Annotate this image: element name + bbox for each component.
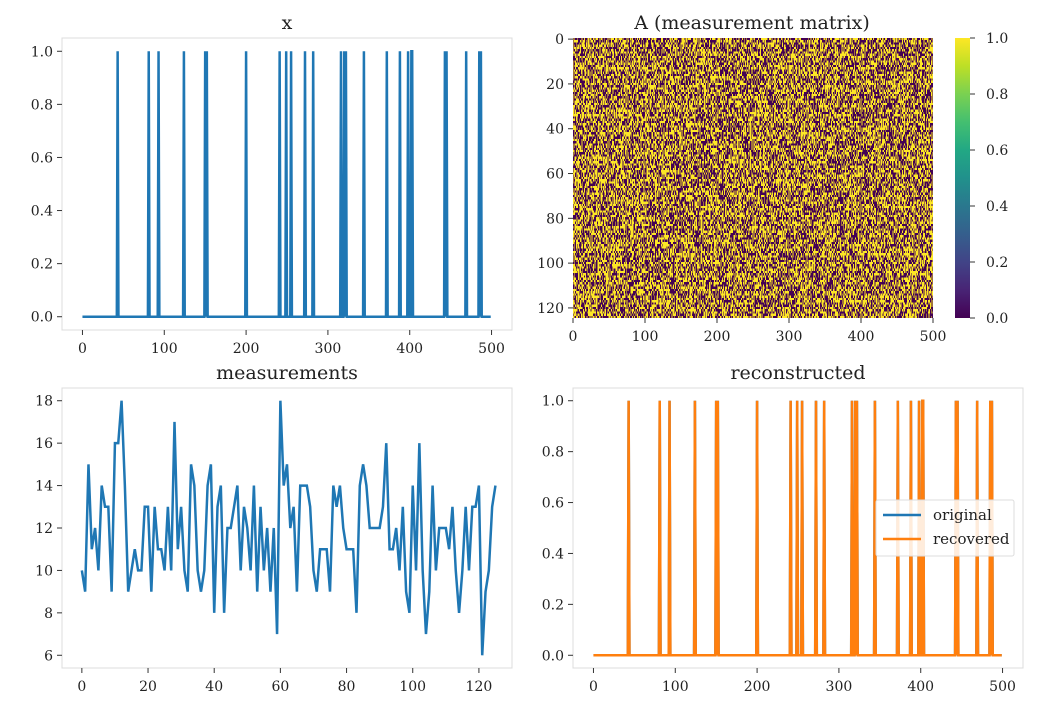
panel-measurements-ytick-label: 12 xyxy=(35,521,53,537)
panel-measurements-marks: 0 20 40 60 80 100 120 6 8 10 12 14 16 18 xyxy=(35,394,497,695)
panel-matrix-marks: 0 100 200 300 400 500 0 20 40 60 80 100 120 xyxy=(537,32,946,345)
panel-measurements-xtick-label: 20 xyxy=(139,679,157,695)
legend-original-label: original xyxy=(933,506,992,524)
panel-matrix-ytick-label: 100 xyxy=(537,256,564,272)
panel-matrix-xtick-label: 100 xyxy=(632,329,659,345)
panel-reconstructed-ytick-label: 1.0 xyxy=(542,394,564,410)
panel-matrix-xtick-label: 300 xyxy=(776,329,803,345)
panel-reconstructed-xtick-label: 0 xyxy=(589,679,598,695)
panel-x-ytick-label: 0.2 xyxy=(31,257,53,273)
panel-measurements-ytick-label: 10 xyxy=(35,563,53,579)
panel-reconstructed-title: reconstructed xyxy=(730,362,865,384)
panel-x-marks: 0 100 200 300 400 500 0.0 0.2 0.4 0.6 0.8 1.0 xyxy=(31,44,505,357)
colorbar-tick-label: 0.4 xyxy=(986,199,1008,215)
panel-measurements-ytick-label: 8 xyxy=(44,606,53,622)
colorbar-gradient xyxy=(955,38,970,318)
x-series-line xyxy=(82,50,491,318)
colorbar-tick-label: 0.2 xyxy=(986,255,1008,271)
colorbar-ticks: 0.0 0.2 0.4 0.6 0.8 1.0 xyxy=(970,31,1008,327)
panel-matrix-ytick-label: 0 xyxy=(555,32,564,48)
panel-x-ytick-label: 1.0 xyxy=(31,44,53,60)
panel-matrix-ytick-label: 120 xyxy=(537,301,564,317)
panel-reconstructed-xtick-label: 200 xyxy=(744,679,771,695)
panel-x-xtick-label: 0 xyxy=(78,341,87,357)
panel-reconstructed-ytick-label: 0.2 xyxy=(542,597,564,613)
panel-x-ytick-label: 0.6 xyxy=(31,150,53,166)
panel-measurements-xtick-label: 100 xyxy=(399,679,426,695)
panel-x-ytick-label: 0.0 xyxy=(31,310,53,326)
panel-reconstructed-xtick-label: 100 xyxy=(662,679,689,695)
panel-matrix-ytick-label: 40 xyxy=(546,122,564,138)
panel-measurements-ytick-label: 16 xyxy=(35,436,53,452)
panel-measurements-title: measurements xyxy=(216,362,358,384)
measurements-series-line xyxy=(80,400,497,656)
panel-x: x 0 100 200 300 400 500 0.0 0.2 0.4 0.6 0.8 1.0 xyxy=(31,12,513,357)
panel-measurements-xtick-label: 0 xyxy=(77,679,86,695)
panel-x-ytick-label: 0.4 xyxy=(31,204,53,220)
panel-matrix-xtick-label: 200 xyxy=(704,329,731,345)
panel-measurements: measurements 0 20 40 60 80 100 120 6 8 10 12 14 16 18 xyxy=(35,362,513,695)
colorbar-tick-label: 0.0 xyxy=(986,311,1008,327)
colorbar-tick-label: 0.8 xyxy=(986,87,1008,103)
legend: original recovered xyxy=(875,499,1015,557)
panel-x-frame xyxy=(61,37,513,331)
panel-reconstructed-xtick-label: 400 xyxy=(907,679,934,695)
panel-matrix-title: A (measurement matrix) xyxy=(633,12,870,34)
heatmap-cells xyxy=(573,38,933,318)
panel-reconstructed-frame xyxy=(572,387,1024,669)
panel-reconstructed-ytick-label: 0.8 xyxy=(542,445,564,461)
panel-reconstructed-ytick-label: 0.0 xyxy=(542,648,564,664)
panel-x-xtick-label: 500 xyxy=(478,341,505,357)
panel-matrix-xtick-label: 0 xyxy=(569,329,578,345)
colorbar-tick-label: 1.0 xyxy=(986,31,1008,47)
panel-x-xtick-label: 400 xyxy=(396,341,423,357)
panel-reconstructed-marks: 0 100 200 300 400 500 0.0 0.2 0.4 0.6 0.8 1.0 xyxy=(542,394,1016,695)
panel-x-xtick-label: 100 xyxy=(151,341,178,357)
panel-x-title: x xyxy=(282,12,293,34)
panel-measurements-xtick-label: 80 xyxy=(338,679,356,695)
panel-reconstructed-ytick-label: 0.6 xyxy=(542,496,564,512)
panel-x-xtick-label: 300 xyxy=(315,341,342,357)
panel-x-xtick-label: 200 xyxy=(233,341,260,357)
panel-measurement-matrix: A (measurement matrix) 0 100 200 300 400 5000… xyxy=(537,12,1008,345)
panel-reconstructed-xtick-label: 300 xyxy=(826,679,853,695)
colorbar: 0.0 0.2 0.4 0.6 0.8 1.0 xyxy=(955,31,1008,327)
recovered-series-line xyxy=(593,399,1002,657)
panel-reconstructed-ytick-label: 0.4 xyxy=(542,546,564,562)
legend-recovered-label: recovered xyxy=(933,530,1010,548)
panel-x-ytick-label: 0.8 xyxy=(31,97,53,113)
panel-measurements-xtick-label: 60 xyxy=(271,679,289,695)
panel-measurements-ytick-label: 14 xyxy=(35,479,53,495)
panel-measurements-ytick-label: 18 xyxy=(35,394,53,410)
panel-measurements-ytick-label: 6 xyxy=(44,648,53,664)
panel-matrix-xtick-label: 400 xyxy=(848,329,875,345)
panel-measurements-xtick-label: 120 xyxy=(466,679,493,695)
panel-matrix-ytick-label: 20 xyxy=(546,77,564,93)
panel-matrix-xtick-label: 500 xyxy=(920,329,947,345)
colorbar-tick-label: 0.6 xyxy=(986,143,1008,159)
panel-reconstructed: reconstructed 0 100 200 300 400 5000.00.20.40… xyxy=(542,362,1024,695)
panel-measurements-xtick-label: 40 xyxy=(205,679,223,695)
panel-reconstructed-xtick-label: 500 xyxy=(989,679,1016,695)
panel-matrix-ytick-label: 60 xyxy=(546,167,564,183)
panel-matrix-ytick-label: 80 xyxy=(546,211,564,227)
